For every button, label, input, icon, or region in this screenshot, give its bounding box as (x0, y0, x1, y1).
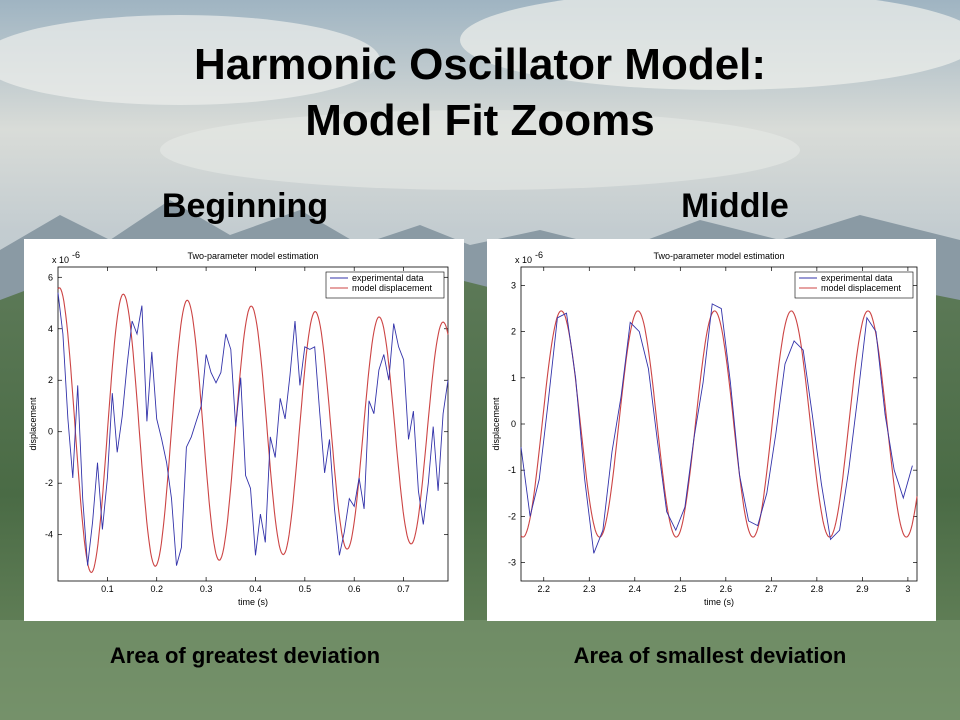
x-axis-label: time (s) (704, 597, 734, 607)
x-tick-label: 0.7 (397, 584, 410, 594)
x-tick-label: 2.5 (674, 584, 687, 594)
x-tick-label: 0.4 (249, 584, 262, 594)
y-tick-label: 1 (511, 373, 516, 383)
y-exponent-power: -6 (535, 250, 543, 260)
y-tick-label: 6 (48, 272, 53, 282)
legend-label: model displacement (821, 283, 902, 293)
y-tick-label: 0 (48, 427, 53, 437)
legend-label: experimental data (352, 273, 424, 283)
slide-title-line-2: Model Fit Zooms (305, 96, 655, 145)
right-chart: Two-parameter model estimation x 10 -6 2.2 2… (491, 250, 918, 607)
y-tick-label: -3 (508, 558, 516, 568)
slide-title-line-1: Harmonic Oscillator Model: (193, 40, 767, 89)
experimental-data-line (57, 292, 449, 566)
x-tick-label: 2.9 (856, 584, 869, 594)
y-tick-label: -1 (508, 465, 516, 475)
plot-frame (57, 266, 449, 582)
left-caption: Area of greatest deviation (109, 643, 381, 668)
y-tick-label: -2 (508, 511, 516, 521)
model-displacement-line (520, 310, 918, 538)
right-caption: Area of smallest deviation (573, 643, 847, 668)
y-exponent-label: x 10 (52, 255, 69, 265)
y-axis-label: displacement (491, 397, 501, 451)
chart-title: Two-parameter model estimation (187, 251, 318, 261)
x-tick-label: 2.4 (629, 584, 642, 594)
legend-box (325, 271, 445, 299)
x-tick-label: 0.5 (299, 584, 312, 594)
x-tick-label: 2.7 (765, 584, 778, 594)
y-tick-label: -4 (45, 530, 53, 540)
legend-box (794, 271, 914, 299)
y-axis-label: displacement (28, 397, 38, 451)
y-tick-label: -2 (45, 478, 53, 488)
y-exponent-power: -6 (72, 250, 80, 260)
left-chart: Two-parameter model estimation x 10 -6 0.1 0… (28, 250, 449, 607)
x-tick-label: 2.2 (538, 584, 551, 594)
x-tick-label: 3 (905, 584, 910, 594)
x-axis-label: time (s) (238, 597, 268, 607)
x-tick-label: 2.8 (811, 584, 824, 594)
y-tick-label: 2 (48, 375, 53, 385)
x-tick-label: 0.3 (200, 584, 213, 594)
right-heading: Middle (681, 187, 789, 225)
y-tick-label: 2 (511, 327, 516, 337)
x-tick-label: 2.3 (583, 584, 596, 594)
y-tick-label: 4 (48, 324, 53, 334)
x-tick-label: 0.6 (348, 584, 361, 594)
left-chart-panel: Two-parameter model estimation x 10 -6 0.1 0… (24, 239, 464, 621)
y-exponent-label: x 10 (515, 255, 532, 265)
y-tick-label: 3 (511, 280, 516, 290)
x-tick-label: 2.6 (720, 584, 733, 594)
x-tick-label: 0.2 (150, 584, 163, 594)
chart-title: Two-parameter model estimation (653, 251, 784, 261)
right-chart-panel: Two-parameter model estimation x 10 -6 2.2 2… (487, 239, 936, 621)
x-tick-label: 0.1 (101, 584, 114, 594)
experimental-data-line (520, 303, 913, 554)
left-heading: Beginning (161, 187, 329, 225)
legend-label: model displacement (352, 283, 433, 293)
y-tick-label: 0 (511, 419, 516, 429)
legend-label: experimental data (821, 273, 893, 283)
model-displacement-line (57, 287, 449, 574)
